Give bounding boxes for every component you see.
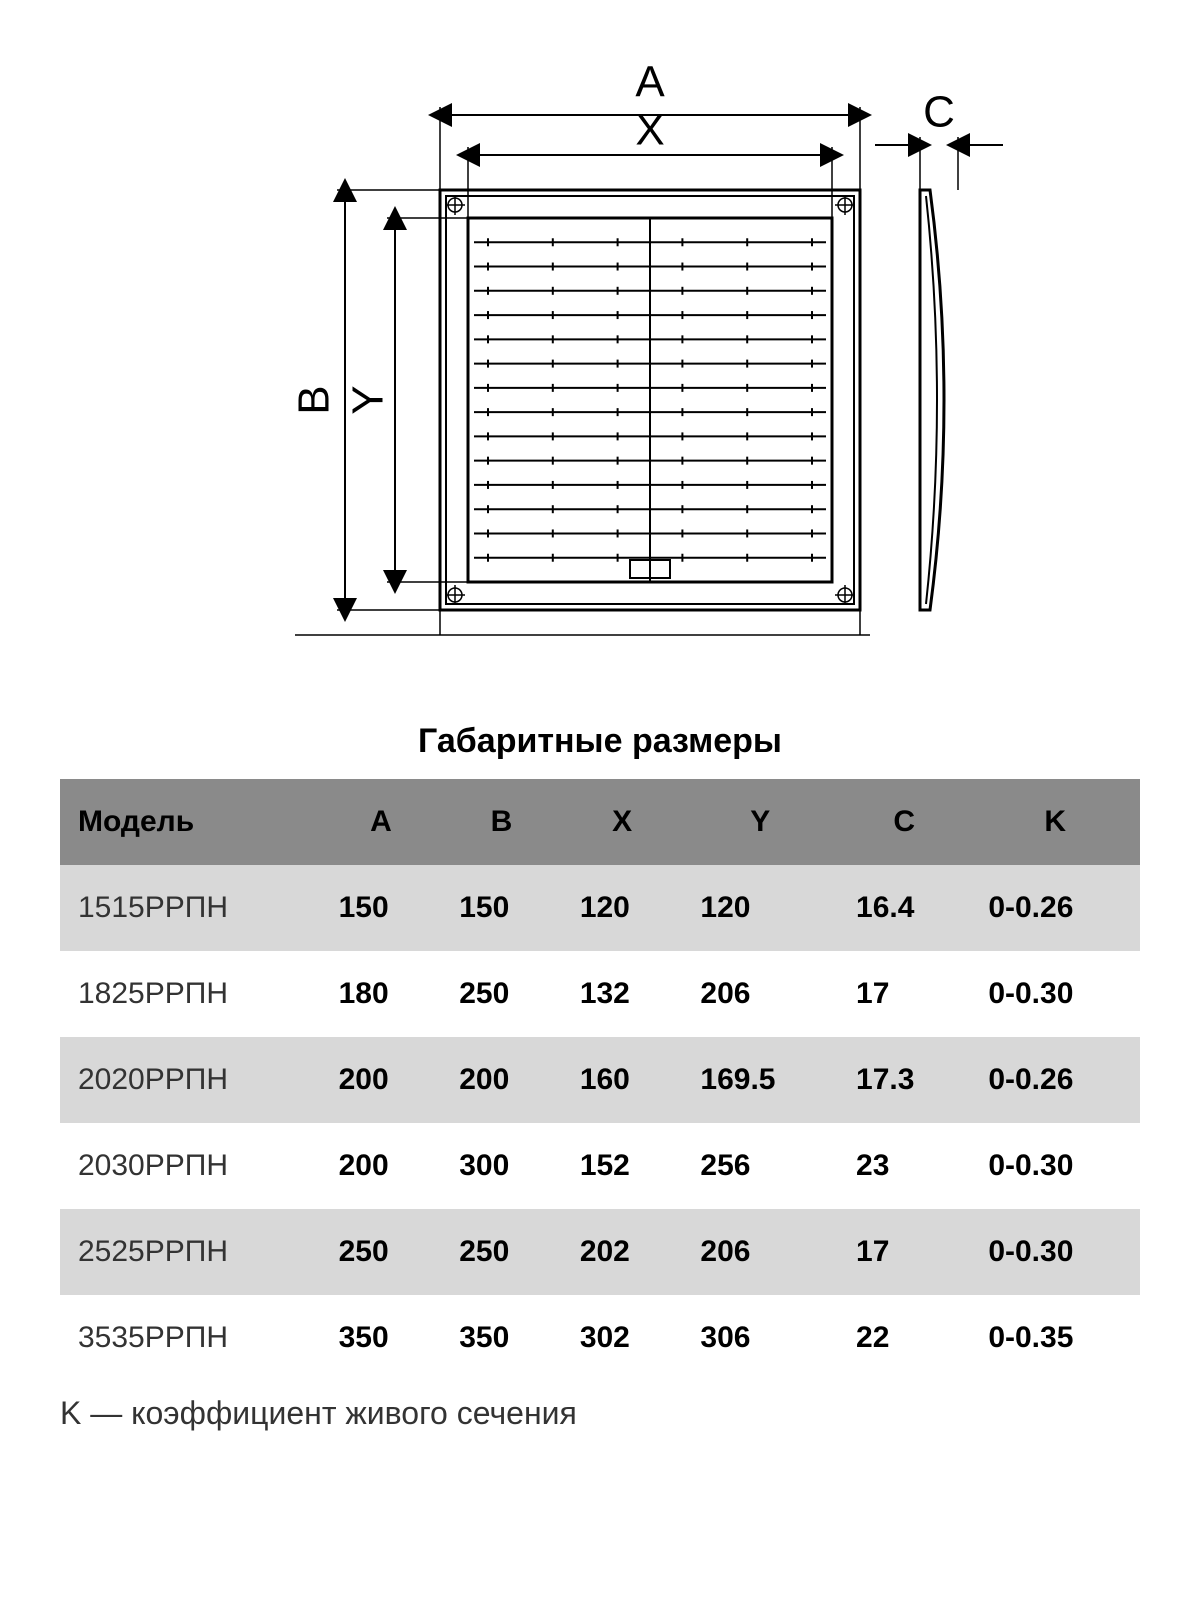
cell-value: 0-0.26 [970,865,1140,951]
svg-text:C: C [923,88,955,137]
cell-value: 302 [562,1295,683,1381]
table-row: 1515РРПН15015012012016.40-0.26 [60,865,1140,951]
table-row: 2525РРПН250250202206170-0.30 [60,1209,1140,1295]
cell-value: 17 [838,1209,970,1295]
col-1: A [321,779,442,865]
col-4: Y [682,779,838,865]
col-0: Модель [60,779,321,865]
cell-value: 306 [682,1295,838,1381]
cell-value: 16.4 [838,865,970,951]
diagram-container: AX BY C [0,0,1200,700]
cell-value: 202 [562,1209,683,1295]
cell-value: 160 [562,1037,683,1123]
cell-value: 150 [321,865,442,951]
col-3: X [562,779,683,865]
cell-value: 169.5 [682,1037,838,1123]
cell-value: 250 [321,1209,442,1295]
svg-text:X: X [635,106,664,155]
table-row: 3535РРПН350350302306220-0.35 [60,1295,1140,1381]
cell-value: 17.3 [838,1037,970,1123]
table-header-row: МодельABXYCK [60,779,1140,865]
cell-value: 256 [682,1123,838,1209]
table-row: 2020РРПН200200160169.517.30-0.26 [60,1037,1140,1123]
dimensions-table: МодельABXYCK 1515РРПН15015012012016.40-0… [60,779,1140,1381]
cell-value: 0-0.30 [970,951,1140,1037]
dimensions-table-wrap: МодельABXYCK 1515РРПН15015012012016.40-0… [60,779,1140,1381]
cell-value: 0-0.30 [970,1123,1140,1209]
cell-value: 17 [838,951,970,1037]
cell-value: 150 [441,865,562,951]
col-6: K [970,779,1140,865]
cell-value: 206 [682,1209,838,1295]
cell-value: 350 [441,1295,562,1381]
cell-value: 152 [562,1123,683,1209]
svg-text:Y: Y [344,385,393,414]
cell-model: 3535РРПН [60,1295,321,1381]
cell-value: 300 [441,1123,562,1209]
cell-value: 350 [321,1295,442,1381]
cell-value: 0-0.26 [970,1037,1140,1123]
section-title: Габаритные размеры [0,722,1200,761]
cell-value: 132 [562,951,683,1037]
cell-model: 2525РРПН [60,1209,321,1295]
cell-value: 120 [562,865,683,951]
cell-value: 250 [441,951,562,1037]
cell-value: 206 [682,951,838,1037]
cell-model: 2020РРПН [60,1037,321,1123]
cell-value: 0-0.35 [970,1295,1140,1381]
cell-model: 2030РРПН [60,1123,321,1209]
cell-model: 1515РРПН [60,865,321,951]
cell-value: 180 [321,951,442,1037]
cell-value: 120 [682,865,838,951]
svg-text:A: A [635,60,665,107]
technical-drawing: AX BY C [150,60,1050,700]
footnote: K — коэффициент живого сечения [60,1395,1200,1432]
cell-model: 1825РРПН [60,951,321,1037]
svg-text:B: B [290,385,339,414]
table-row: 1825РРПН180250132206170-0.30 [60,951,1140,1037]
cell-value: 23 [838,1123,970,1209]
cell-value: 200 [441,1037,562,1123]
cell-value: 22 [838,1295,970,1381]
cell-value: 0-0.30 [970,1209,1140,1295]
col-2: B [441,779,562,865]
table-row: 2030РРПН200300152256230-0.30 [60,1123,1140,1209]
cell-value: 200 [321,1037,442,1123]
col-5: C [838,779,970,865]
cell-value: 250 [441,1209,562,1295]
cell-value: 200 [321,1123,442,1209]
